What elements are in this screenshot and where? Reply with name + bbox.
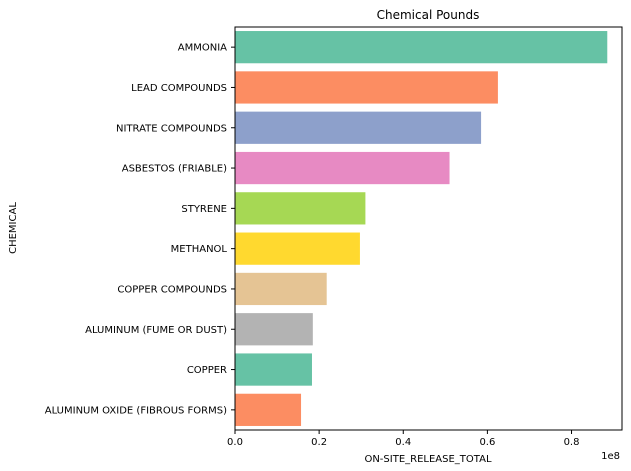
y-tick-label-asbestos-friable: ASBESTOS (FRIABLE) xyxy=(122,164,227,175)
bar-copper-compounds xyxy=(235,272,327,306)
x-tick-label: 0.4 xyxy=(395,437,411,448)
x-axis-offset-text: 1e8 xyxy=(601,451,620,462)
x-axis-ticks: 0.0 0.2 0.4 0.6 0.8 xyxy=(227,430,579,448)
plot-frame xyxy=(234,26,623,431)
y-tick-label-aluminum-oxide-fibrous-forms: ALUMINUM OXIDE (FIBROUS FORMS) xyxy=(45,405,227,416)
bar-nitrate-compounds xyxy=(235,111,482,144)
bars-group xyxy=(235,31,608,426)
y-tick-label-copper: COPPER xyxy=(187,365,227,376)
x-tick-label: 0.6 xyxy=(479,437,495,448)
bar-lead-compounds xyxy=(235,71,498,104)
x-axis-label: ON-SITE_RELEASE_TOTAL xyxy=(364,454,491,465)
bar-ammonia xyxy=(235,31,608,64)
y-tick-label-lead-compounds: LEAD COMPOUNDS xyxy=(131,83,227,94)
y-tick-label-nitrate-compounds: NITRATE COMPOUNDS xyxy=(116,123,227,134)
y-tick-label-aluminum-fume-or-dust: ALUMINUM (FUME OR DUST) xyxy=(85,325,227,336)
y-axis-label: CHEMICAL xyxy=(8,202,19,254)
bar-copper xyxy=(235,353,312,386)
x-tick-label: 0.0 xyxy=(227,437,243,448)
bar-methanol xyxy=(235,232,360,265)
bar-aluminum-fume-or-dust xyxy=(235,313,313,346)
x-tick-label: 0.2 xyxy=(311,437,327,448)
y-tick-label-copper-compounds: COPPER COMPOUNDS xyxy=(117,284,227,295)
y-tick-label-styrene: STYRENE xyxy=(181,204,227,215)
bar-aluminum-oxide-fibrous-forms xyxy=(235,393,302,426)
chart-title: Chemical Pounds xyxy=(377,8,480,22)
y-tick-label-ammonia: AMMONIA xyxy=(178,43,227,54)
bar-styrene xyxy=(235,192,366,225)
x-tick-label: 0.8 xyxy=(564,437,580,448)
bar-asbestos-friable xyxy=(235,151,450,185)
y-axis-ticks: AMMONIA LEAD COMPOUNDS NITRATE COMPOUNDS AS… xyxy=(45,43,235,416)
y-tick-label-methanol: METHANOL xyxy=(171,244,228,255)
